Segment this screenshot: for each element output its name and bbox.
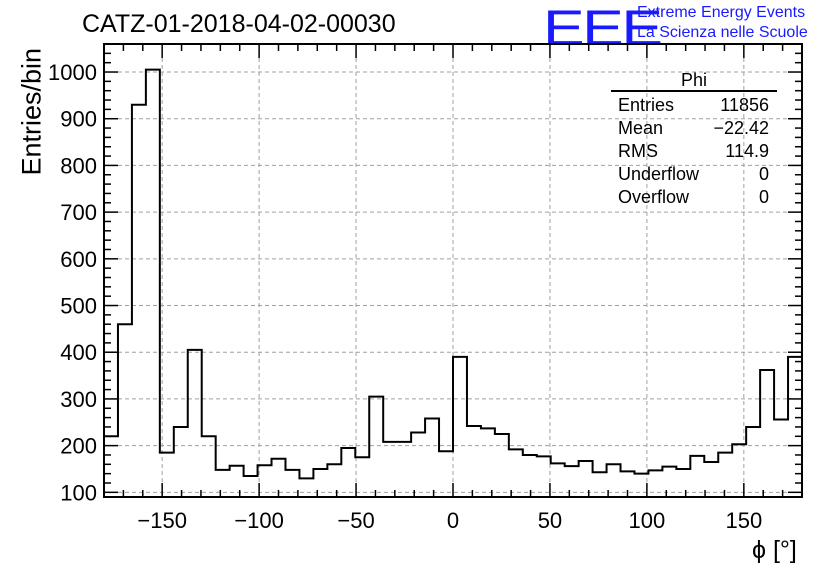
histogram-bin [369, 397, 383, 497]
stats-value: 11856 [720, 95, 769, 115]
stats-title: Phi [611, 70, 777, 92]
histogram-bin [774, 419, 788, 497]
histogram-bin [383, 442, 397, 497]
histogram-bin [313, 469, 327, 497]
histogram-bin [509, 449, 523, 497]
histogram-bin [704, 462, 718, 497]
stats-label: Overflow [618, 187, 690, 207]
stats-label: Mean [618, 118, 664, 138]
y-tick-label: 1000 [48, 60, 97, 85]
histogram-bin [537, 456, 551, 497]
histogram-bin [760, 370, 774, 497]
x-tick-label: −50 [337, 508, 374, 533]
histogram-bin [495, 434, 509, 497]
x-tick-label: −150 [137, 508, 187, 533]
histogram-bin [718, 453, 732, 497]
eee-logo: EEE [543, 0, 663, 56]
x-axis-label: ϕ [°] [752, 536, 797, 564]
stats-value: 0 [758, 164, 769, 184]
y-tick-label: 900 [60, 107, 97, 132]
histogram-bin [593, 472, 607, 497]
y-tick-label: 400 [60, 340, 97, 365]
histogram-bin [481, 428, 495, 497]
stats-row-rms: RMS 114.9 [611, 140, 777, 163]
histogram-bin [690, 456, 704, 497]
histogram-bin [425, 419, 439, 497]
histogram-line [103, 68, 802, 497]
histogram-bin [244, 476, 258, 497]
histogram-bin [341, 448, 355, 497]
stats-value: 0 [758, 187, 769, 207]
stats-label: Underflow [618, 164, 700, 184]
histogram-bin [132, 105, 146, 497]
histogram-bin [662, 467, 676, 497]
chart-title: CATZ-01-2018-04-02-00030 [82, 10, 396, 38]
histogram-bin [188, 350, 202, 497]
histogram-bin [579, 461, 593, 497]
x-tick-label: 0 [447, 508, 459, 533]
y-tick-label: 100 [60, 480, 97, 505]
y-tick-label: 500 [60, 294, 97, 319]
x-tick-label: 150 [725, 508, 762, 533]
histogram-bin [216, 470, 230, 497]
stats-row-mean: Mean −22.42 [611, 117, 777, 140]
histogram-bin [397, 442, 411, 497]
y-tick-label: 600 [60, 247, 97, 272]
histogram-bin [648, 470, 662, 497]
y-tick-label: 300 [60, 387, 97, 412]
x-tick-label: −100 [234, 508, 284, 533]
histogram-bin [202, 436, 216, 497]
histogram-bin [467, 426, 481, 497]
histogram-bin [146, 70, 160, 497]
x-tick-label: 100 [629, 508, 666, 533]
y-tick-label: 800 [60, 153, 97, 178]
y-tick-label: 700 [60, 200, 97, 225]
stats-label: RMS [618, 141, 658, 161]
histogram-bin [411, 433, 425, 497]
y-tick-label: 200 [60, 434, 97, 459]
histogram-bin [565, 466, 579, 497]
histogram-bin [676, 469, 690, 497]
stats-value: −22.42 [713, 118, 769, 138]
stats-row-overflow: Overflow 0 [611, 186, 777, 209]
stats-label: Entries [618, 95, 675, 115]
histogram-bin [439, 451, 453, 497]
histogram-bin [230, 466, 244, 497]
x-tick-label: 50 [538, 508, 562, 533]
histogram-bin [118, 324, 132, 497]
stats-box: Phi Entries 11856 Mean −22.42 RMS 114.9 … [611, 70, 777, 209]
stats-value: 114.9 [725, 141, 769, 161]
histogram-bin [327, 464, 341, 497]
stats-row-underflow: Underflow 0 [611, 163, 777, 186]
histogram-bin [551, 463, 565, 497]
histogram-bin [299, 478, 313, 497]
histogram-bin [453, 357, 467, 497]
histogram-bin [174, 427, 188, 497]
histogram-bin [746, 427, 760, 497]
logo-caption-line-1: Extreme Energy Events [637, 4, 806, 21]
logo-caption-line-2: La Scienza nelle Scuole [637, 24, 808, 41]
histogram-bin [355, 457, 369, 497]
histogram-bin [523, 455, 537, 497]
stats-row-entries: Entries 11856 [611, 94, 777, 117]
